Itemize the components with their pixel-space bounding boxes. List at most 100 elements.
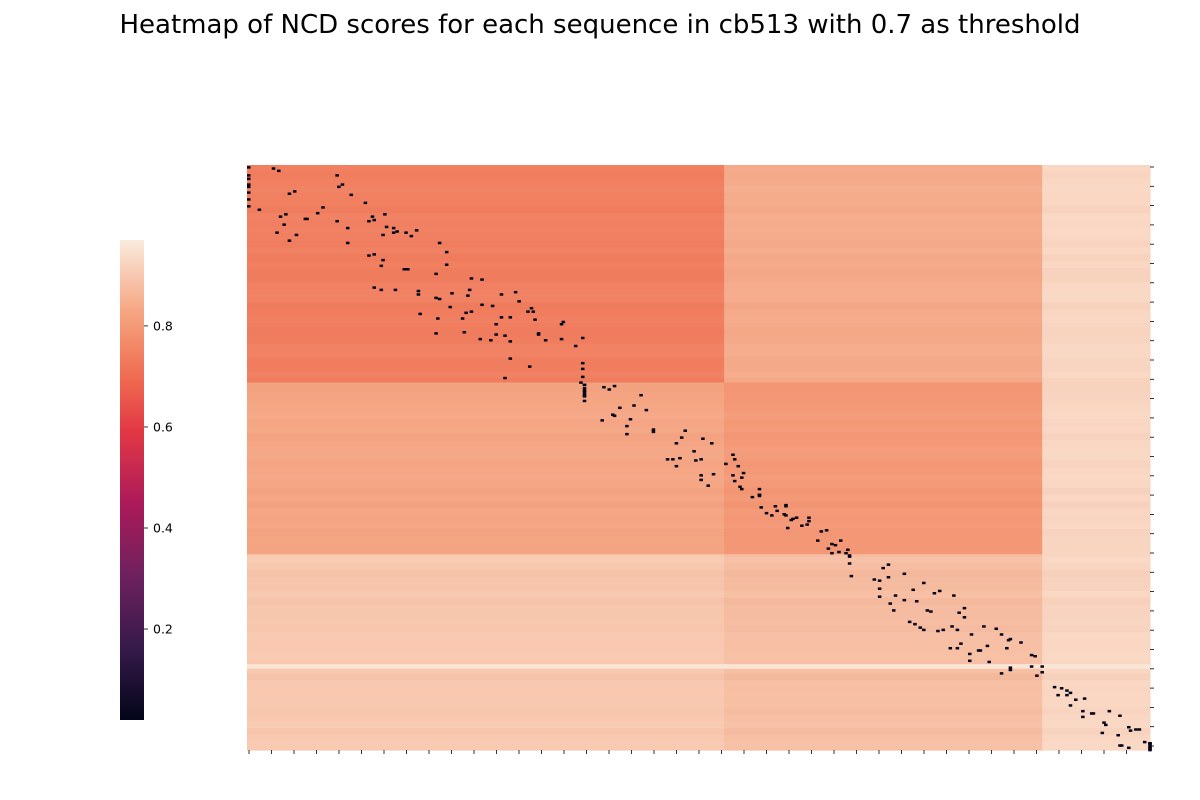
low-score-cell (337, 185, 341, 189)
colorbar-tick-label: 0.4 (153, 521, 173, 536)
low-score-cell (580, 361, 585, 365)
low-score-cell (372, 253, 376, 256)
low-score-cell (559, 322, 564, 326)
texture-stripe (247, 419, 1150, 426)
low-score-cell (508, 340, 513, 343)
texture-stripe (247, 687, 1150, 694)
texture-stripe (247, 330, 1150, 337)
low-score-cell (807, 516, 811, 519)
texture-stripe (247, 179, 1150, 186)
texture-stripe (247, 447, 1150, 454)
low-score-cell (1148, 743, 1152, 746)
texture-stripe (247, 323, 1150, 330)
low-score-cell (683, 429, 688, 432)
low-score-cell (800, 524, 804, 527)
low-score-cell (1128, 729, 1133, 732)
low-score-cell (287, 192, 292, 195)
low-score-cell (699, 458, 703, 461)
low-score-cell (1040, 671, 1044, 674)
low-score-cell (1040, 665, 1044, 668)
texture-stripe (247, 220, 1150, 227)
texture-stripe (247, 213, 1150, 220)
low-score-cell (321, 206, 325, 209)
texture-stripe (247, 577, 1150, 584)
texture-stripe (247, 605, 1150, 612)
low-score-cell (1127, 746, 1131, 750)
low-score-cell (508, 316, 513, 319)
low-score-cell (383, 213, 387, 216)
low-score-cell (701, 437, 705, 440)
texture-stripe (247, 591, 1150, 598)
low-score-cell (282, 223, 286, 226)
texture-stripe (247, 268, 1150, 275)
low-score-cell (444, 263, 449, 266)
low-score-cell (757, 487, 762, 491)
texture-stripe (247, 646, 1150, 653)
low-score-cell (381, 233, 385, 237)
low-score-cell (833, 543, 838, 547)
low-score-cell (1148, 747, 1152, 751)
low-score-cell (1127, 725, 1131, 729)
low-score-cell (580, 367, 585, 371)
low-score-cell (886, 563, 891, 566)
low-score-cell (877, 587, 882, 590)
heatmap-block-2 (1042, 165, 1151, 384)
texture-stripe (247, 708, 1150, 715)
low-score-cell (247, 191, 251, 194)
low-score-cell (370, 215, 375, 218)
low-score-cell (978, 649, 983, 652)
texture-stripe (247, 632, 1150, 639)
texture-stripe (247, 515, 1150, 522)
texture-stripe (247, 405, 1150, 412)
low-score-cell (651, 430, 656, 434)
low-score-cell (1005, 646, 1009, 650)
low-score-cell (393, 288, 398, 292)
texture-stripe (247, 673, 1150, 681)
low-score-cell (305, 217, 309, 221)
low-score-cell (892, 609, 896, 612)
low-score-cell (434, 296, 438, 300)
low-score-cell (757, 494, 762, 498)
low-score-cell (436, 317, 440, 320)
low-score-cell (1142, 740, 1147, 744)
low-score-cell (932, 592, 937, 595)
low-score-cell (1074, 698, 1078, 701)
heatmap-block-8 (1042, 554, 1151, 751)
low-score-cell (738, 485, 742, 489)
texture-stripe (247, 453, 1150, 460)
low-score-cell (460, 317, 465, 320)
low-score-cell (526, 310, 530, 313)
low-score-cell (561, 320, 566, 324)
low-score-cell (987, 660, 991, 664)
texture-stripe (247, 385, 1150, 392)
low-score-cell (1052, 685, 1057, 689)
texture-stripe (247, 563, 1150, 570)
low-score-cell (404, 231, 408, 234)
low-score-cell (287, 239, 292, 242)
texture-stripe (247, 392, 1150, 399)
low-score-cell (902, 572, 907, 576)
low-score-cell (1081, 709, 1085, 713)
low-score-cell (277, 169, 281, 173)
texture-stripe (247, 357, 1150, 364)
low-score-cell (1029, 653, 1034, 657)
low-score-cell (611, 413, 615, 416)
texture-stripe (247, 557, 1150, 564)
low-score-cell (625, 432, 629, 436)
low-score-cell (1148, 745, 1152, 748)
low-score-cell (678, 456, 682, 460)
low-score-cell (941, 628, 946, 632)
low-score-cell (877, 579, 882, 582)
texture-stripe (247, 749, 1150, 756)
low-score-cell (494, 322, 498, 326)
low-score-cell (367, 254, 371, 257)
low-score-cell (1137, 728, 1142, 731)
x-axis-ticks (248, 750, 1127, 754)
low-score-cell (363, 201, 368, 205)
low-score-cell (464, 311, 468, 315)
low-score-cell (480, 278, 484, 281)
low-score-cell (644, 408, 649, 412)
texture-stripe (247, 467, 1150, 474)
texture-stripe (247, 302, 1150, 309)
low-score-cell (740, 476, 744, 479)
